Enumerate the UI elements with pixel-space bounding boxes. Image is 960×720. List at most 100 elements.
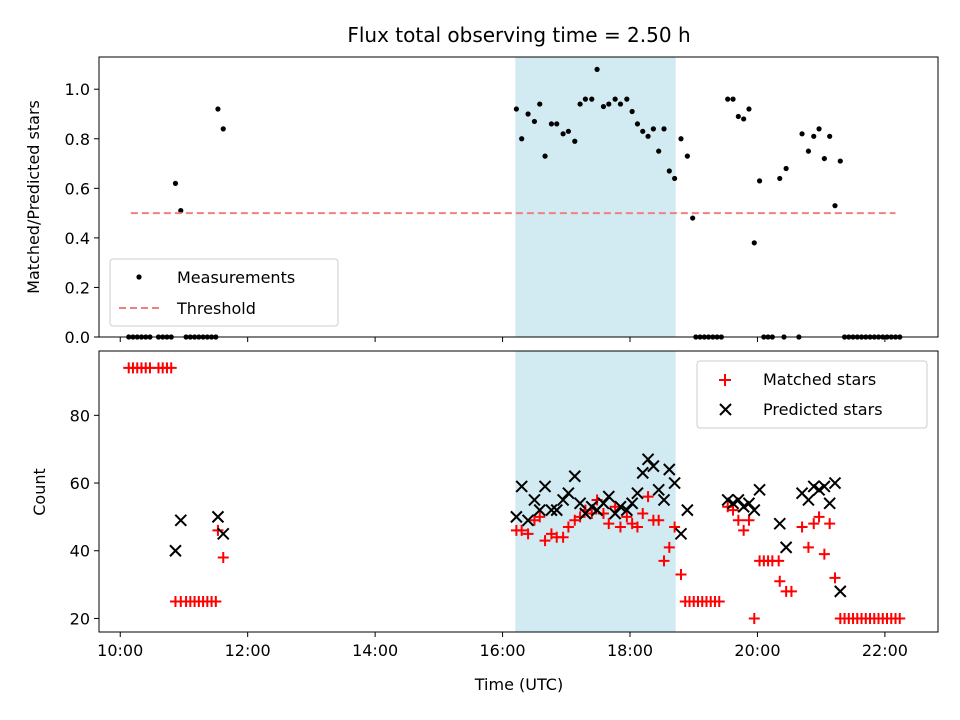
measurement-point (548, 121, 555, 127)
predicted-point (625, 497, 639, 510)
x-tick-label: 22:00 (862, 641, 908, 660)
x-axis-label: Time (UTC) (474, 675, 563, 694)
matched-point (621, 511, 633, 523)
y-tick-label: 0.8 (65, 130, 90, 149)
predicted-point (823, 497, 836, 510)
matched-point (773, 555, 785, 567)
matched-point (732, 514, 744, 526)
top-x-ticks (119, 337, 886, 342)
matched-point (534, 511, 546, 523)
predicted-point (663, 463, 676, 476)
bottom-y-ticks: 20 40 60 80 (70, 406, 99, 628)
legend-measurements-label: Measurements (177, 268, 295, 287)
predicted-point (545, 503, 558, 517)
legend-matched-marker (719, 374, 731, 386)
predicted-point (631, 486, 644, 500)
measurement-point (589, 96, 595, 102)
legend-predicted-marker (719, 403, 732, 416)
top-panel: 0.0 0.2 0.4 0.6 0.8 1.0 Matched/Predicted sta… (24, 56, 939, 347)
predicted-point (614, 500, 627, 513)
predicted-point (779, 541, 793, 554)
y-tick-label: 40 (70, 542, 90, 561)
measurement-point (220, 126, 226, 132)
predicted-point (174, 514, 187, 527)
predicted-point (217, 527, 230, 541)
measurement-point (805, 148, 812, 154)
y-tick-label: 80 (70, 406, 90, 425)
measurement-point (751, 240, 757, 246)
measurement-point (513, 106, 519, 112)
predicted-point (732, 493, 745, 507)
predicted-point (681, 503, 694, 517)
measurement-point (612, 96, 618, 102)
matched-point (210, 596, 222, 608)
measurement-point (816, 126, 822, 132)
measurement-point (624, 96, 630, 102)
matched-point (669, 521, 681, 533)
predicted-point (521, 514, 535, 527)
predicted-point (753, 483, 766, 497)
bottom-legend-box (696, 360, 928, 429)
measurement-point (730, 96, 736, 102)
measurement-point (666, 168, 672, 174)
bottom-y-axis-label: Count (30, 468, 49, 516)
bottom-plot-marks (123, 362, 906, 624)
measurement-point (537, 101, 543, 107)
measurement-point (577, 101, 583, 107)
matched-point (642, 491, 654, 503)
predicted-point (528, 493, 541, 507)
predicted-point (568, 470, 581, 483)
measurement-point (746, 106, 752, 112)
legend-measurements-marker (136, 274, 142, 280)
measurement-point (735, 113, 741, 120)
measurement-point (629, 108, 635, 115)
measurement-point (678, 136, 684, 142)
predicted-point (597, 497, 610, 510)
measurement-point (554, 121, 560, 127)
legend-threshold-label: Threshold (176, 299, 256, 318)
matched-point (813, 511, 825, 523)
predicted-point (602, 490, 615, 503)
measurement-point (725, 96, 731, 102)
matched-point (614, 521, 626, 533)
measurement-point (519, 136, 525, 142)
matched-point (818, 548, 830, 560)
predicted-point (641, 453, 655, 466)
y-tick-label: 0.4 (65, 229, 90, 248)
measurement-point (645, 133, 651, 139)
measurement-point (582, 96, 589, 102)
measurement-point (560, 131, 566, 137)
predicted-point (556, 493, 570, 507)
predicted-point (668, 476, 681, 490)
y-tick-label: 60 (70, 474, 90, 493)
predicted-point (573, 497, 587, 510)
matched-point (557, 531, 569, 543)
matched-point (774, 575, 786, 587)
predicted-point (636, 466, 649, 480)
measurement-point (606, 101, 612, 107)
measurement-point (617, 101, 624, 107)
matched-point (653, 514, 665, 526)
measurement-point (811, 133, 817, 139)
y-tick-label: 1.0 (65, 80, 90, 99)
matched-point (212, 524, 224, 536)
measurement-point (600, 103, 607, 110)
measurement-point (672, 175, 678, 182)
measurement-point (777, 175, 783, 182)
matched-point (574, 511, 586, 523)
legend-matched-label: Matched stars (763, 370, 876, 389)
x-tick-label: 14:00 (352, 641, 398, 660)
matched-point (516, 524, 528, 536)
predicted-point (211, 510, 225, 524)
measurement-point (783, 165, 789, 172)
measurement-point (650, 126, 656, 132)
matched-point (658, 555, 670, 567)
top-legend: Measurements Threshold (109, 258, 339, 327)
bottom-legend: Matched stars Predicted stars (696, 360, 928, 429)
predicted-point (742, 497, 756, 510)
measurement-point (827, 133, 833, 139)
top-y-axis-label: Matched/Predicted stars (24, 100, 43, 294)
predicted-point (620, 503, 634, 517)
bottom-axes-frame (98, 350, 939, 633)
matched-point (894, 612, 906, 624)
